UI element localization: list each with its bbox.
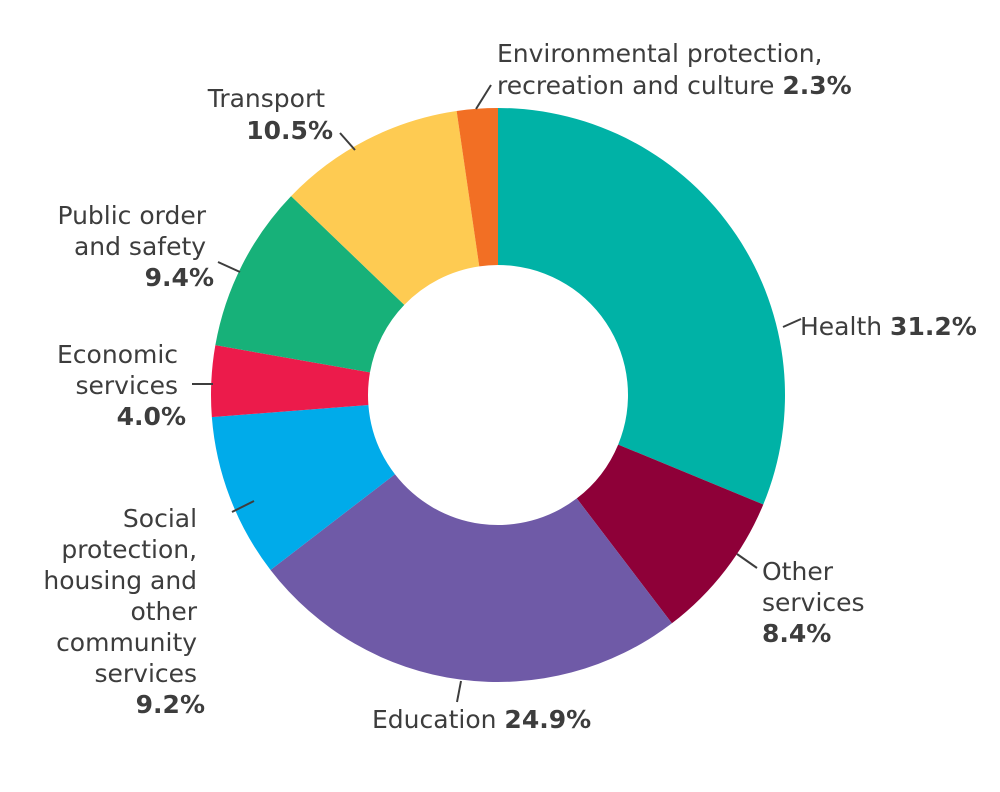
slice-health bbox=[498, 108, 786, 505]
label-social-protection: Social protection, housing and other com… bbox=[43, 504, 205, 719]
slice-economic bbox=[211, 345, 370, 418]
leader-line-social-protection bbox=[231, 500, 255, 513]
label-other-services: Other services 8.4% bbox=[762, 557, 873, 648]
label-health: Health 31.2% bbox=[800, 312, 977, 341]
value-label-economic: 4.0% bbox=[117, 402, 186, 431]
label-education: Education 24.9% bbox=[372, 705, 591, 734]
leader-line-environmental bbox=[475, 84, 492, 110]
label-transport: Transport 10.5% bbox=[207, 84, 333, 145]
leader-lines bbox=[192, 84, 802, 703]
slice-transport bbox=[291, 110, 480, 305]
value-label-education: 24.9% bbox=[504, 705, 591, 734]
value-label-public-order: 9.4% bbox=[145, 263, 214, 292]
label-economic: Economic services 4.0% bbox=[57, 340, 186, 431]
value-label-environmental: 2.3% bbox=[782, 71, 851, 100]
slice-education bbox=[270, 474, 672, 682]
label-public-order: Public order and safety 9.4% bbox=[57, 201, 214, 292]
slice-other-services bbox=[576, 444, 764, 624]
leader-line-other-services bbox=[736, 553, 758, 569]
donut-slices bbox=[211, 108, 786, 682]
slice-social-protection bbox=[211, 405, 395, 570]
leader-line-health bbox=[782, 318, 802, 328]
slice-public-order bbox=[215, 196, 405, 373]
value-label-other-services: 8.4% bbox=[762, 619, 831, 648]
slice-environmental bbox=[456, 108, 498, 267]
value-label-transport: 10.5% bbox=[246, 116, 333, 145]
value-label-social-protection: 9.2% bbox=[136, 690, 205, 719]
leader-line-public-order bbox=[217, 261, 241, 273]
label-environmental: Environmental protection, recreation and… bbox=[497, 39, 852, 100]
value-label-health: 31.2% bbox=[890, 312, 977, 341]
leader-line-education bbox=[456, 680, 462, 703]
leader-line-transport bbox=[339, 132, 356, 151]
